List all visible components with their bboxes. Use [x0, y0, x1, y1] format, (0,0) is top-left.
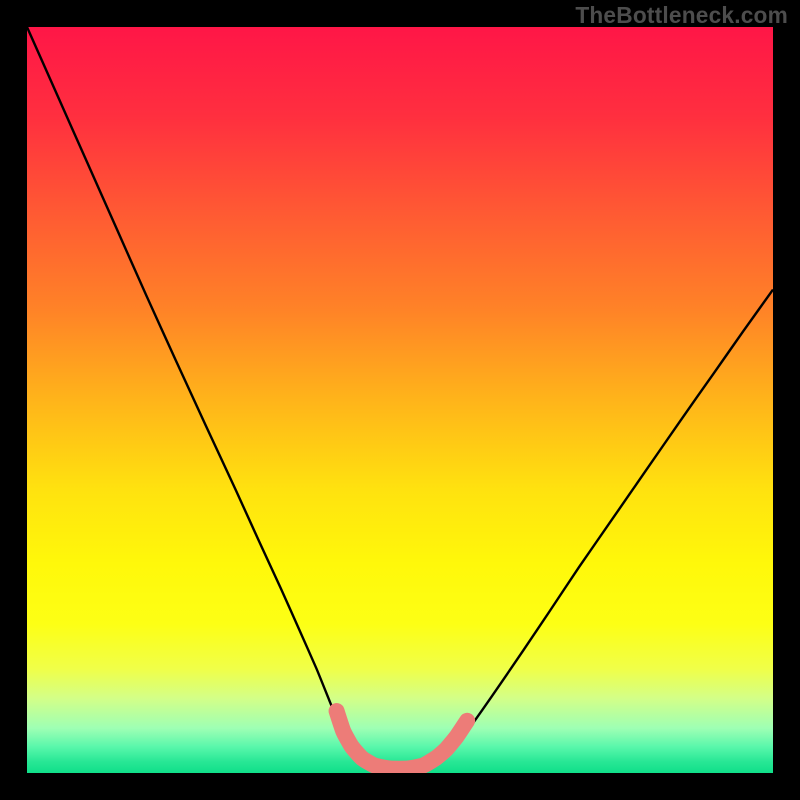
plot-area: [27, 27, 773, 773]
attribution-text: TheBottleneck.com: [575, 2, 788, 28]
attribution-watermark: TheBottleneck.com: [575, 2, 788, 29]
bottleneck-curve-svg: [27, 27, 773, 773]
v-curve: [27, 27, 773, 773]
optimum-band: [337, 711, 468, 769]
chart-frame: TheBottleneck.com: [0, 0, 800, 800]
